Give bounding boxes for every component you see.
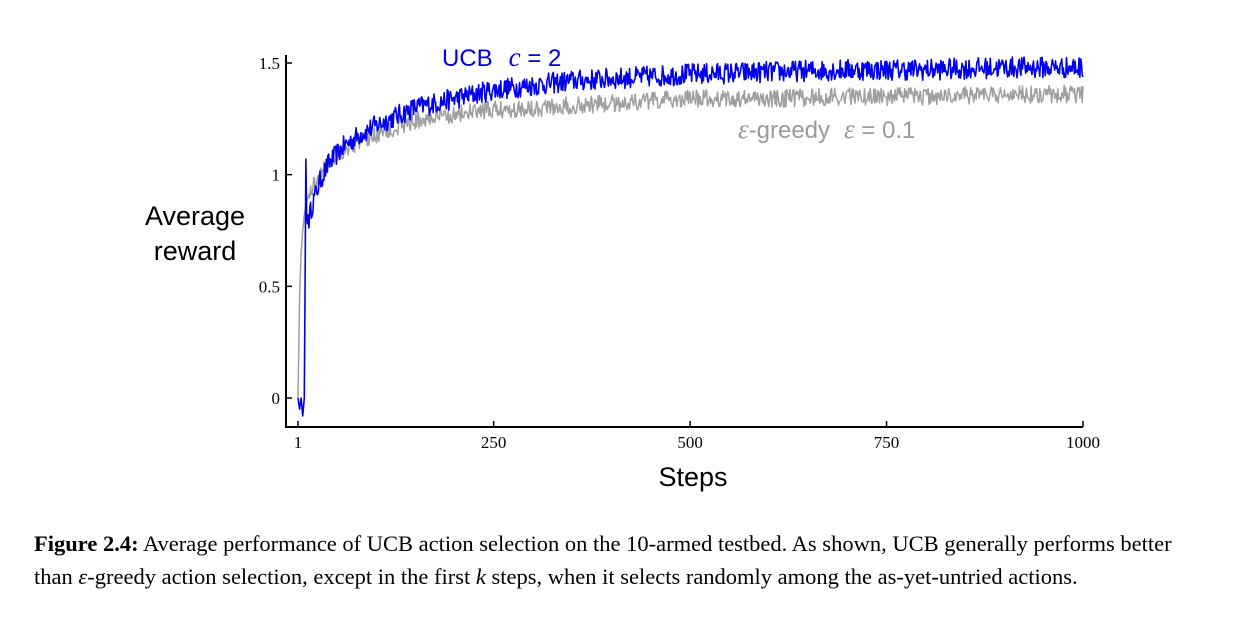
ucb-label-c: c (509, 42, 521, 72)
y-tick-label: 0.5 (259, 277, 280, 296)
caption-text-1: Average performance of UCB action select… (34, 531, 1172, 589)
caption-text-2: -greedy action selection, except in the … (87, 564, 476, 589)
ucb-label-value: = 2 (521, 45, 562, 72)
x-tick-label: 250 (481, 433, 507, 452)
ucb-series-line (297, 56, 1084, 417)
y-tick-label: 1.5 (259, 54, 280, 73)
y-axis-title-line2: reward (154, 236, 237, 266)
x-tick-label: 750 (874, 433, 900, 452)
eg-label-epsilon: ε (738, 114, 749, 144)
y-axis-title-line1: Average (145, 201, 245, 231)
y-tick-label: 0 (272, 389, 281, 408)
ucb-label-text: UCB (442, 45, 493, 72)
axes-layer: 0 0.5 1 1.5 1 250 500 750 1000 (259, 54, 1100, 452)
epsilon-greedy-series-line (297, 84, 1084, 399)
x-axis-title: Steps (658, 462, 727, 492)
epsilon-greedy-series-label: ε-greedy ε = 0.1 (738, 114, 915, 144)
caption-text-3: steps, when it selects randomly among th… (485, 564, 1078, 589)
series-layer (297, 56, 1084, 417)
figure-caption: Figure 2.4: Average performance of UCB a… (34, 527, 1214, 593)
x-tick-label: 500 (677, 433, 703, 452)
caption-label: Figure 2.4: (34, 531, 139, 556)
y-tick-label: 1 (272, 166, 281, 185)
caption-k: k (475, 564, 486, 589)
eg-label-value: = 0.1 (855, 117, 916, 144)
x-tick-label: 1 (294, 433, 303, 452)
eg-label-epsilon-2: ε (844, 114, 855, 144)
caption-epsilon: ε (78, 564, 88, 589)
x-tick-label: 1000 (1066, 433, 1100, 452)
ucb-series-label: UCB c = 2 (442, 42, 561, 72)
eg-label-text: -greedy (749, 117, 830, 144)
reward-chart: 0 0.5 1 1.5 1 250 500 750 1000 Steps Average rewar… (145, 42, 1100, 492)
